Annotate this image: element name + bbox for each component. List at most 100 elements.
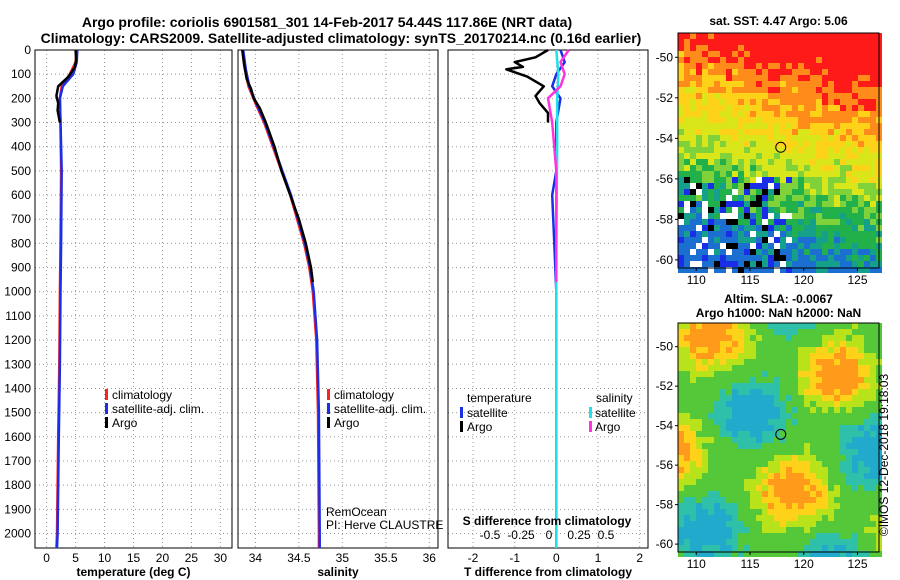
map-cell <box>702 207 708 213</box>
legend-swatch <box>105 389 108 400</box>
map-cell <box>774 377 780 383</box>
map-cell <box>798 189 804 195</box>
map-cell <box>756 431 762 437</box>
map-cell <box>864 159 870 165</box>
map-cell <box>750 165 756 171</box>
map-cell <box>846 413 852 419</box>
map-cell <box>840 401 846 407</box>
map-cell <box>846 323 852 329</box>
map-cell <box>690 329 696 335</box>
map-cell <box>750 545 756 551</box>
map-cell <box>708 539 714 545</box>
map-cell <box>720 473 726 479</box>
map-cell <box>732 153 738 159</box>
map-cell <box>684 81 690 87</box>
map-cell <box>768 323 774 329</box>
map-cell <box>768 329 774 335</box>
map-cell <box>834 455 840 461</box>
map-cell <box>780 425 786 431</box>
map-cell <box>714 521 720 527</box>
map-cell <box>738 443 744 449</box>
map-cell <box>708 219 714 225</box>
map-cell <box>834 419 840 425</box>
map-cell <box>810 461 816 467</box>
map-cell <box>774 359 780 365</box>
map-cell <box>732 207 738 213</box>
map-cell <box>792 129 798 135</box>
map-cell <box>684 255 690 261</box>
map-cell <box>738 63 744 69</box>
map-cell <box>750 123 756 129</box>
map-cell <box>858 117 864 123</box>
map-cell <box>870 545 876 551</box>
map-cell <box>756 461 762 467</box>
map-cell <box>732 377 738 383</box>
map-cell <box>774 39 780 45</box>
map-cell <box>750 147 756 153</box>
map-cell <box>690 371 696 377</box>
map-cell <box>870 213 876 219</box>
map-cell <box>792 389 798 395</box>
map-cell <box>846 485 852 491</box>
map-cell <box>846 383 852 389</box>
map-cell <box>726 407 732 413</box>
map-cell <box>696 515 702 521</box>
map-cell <box>858 177 864 183</box>
map-cell <box>684 105 690 111</box>
map-cell <box>816 165 822 171</box>
map-cell <box>738 335 744 341</box>
top-x-tick-label: -0.5 <box>480 528 501 542</box>
map-cell <box>726 353 732 359</box>
map-cell <box>834 353 840 359</box>
map-cell <box>798 455 804 461</box>
map-cell <box>774 165 780 171</box>
map-cell <box>684 219 690 225</box>
map-cell <box>804 431 810 437</box>
map-cell <box>804 99 810 105</box>
map-cell <box>762 57 768 63</box>
lon-tick-label: 125 <box>847 557 867 571</box>
map-cell <box>786 153 792 159</box>
map-cell <box>792 485 798 491</box>
map-cell <box>816 255 822 261</box>
map-cell <box>720 141 726 147</box>
map-cell <box>858 237 864 243</box>
map-cell <box>696 69 702 75</box>
map-cell <box>858 183 864 189</box>
map-cell <box>744 521 750 527</box>
map-cell <box>852 57 858 63</box>
map-cell <box>690 243 696 249</box>
map-cell <box>678 261 684 267</box>
map-cell <box>780 153 786 159</box>
map-cell <box>786 105 792 111</box>
map-cell <box>816 323 822 329</box>
map-cell <box>762 371 768 377</box>
map-cell <box>726 261 732 267</box>
map-cell <box>798 153 804 159</box>
map-cell <box>684 455 690 461</box>
map-cell <box>780 479 786 485</box>
map-cell <box>684 335 690 341</box>
map-cell <box>756 57 762 63</box>
map-cell <box>786 81 792 87</box>
map-cell <box>726 183 732 189</box>
series-line <box>241 49 315 283</box>
map-cell <box>726 491 732 497</box>
map-cell <box>858 201 864 207</box>
map-cell <box>762 171 768 177</box>
map-cell <box>714 99 720 105</box>
map-cell <box>750 135 756 141</box>
map-cell <box>780 129 786 135</box>
map-cell <box>762 437 768 443</box>
map-cell <box>816 425 822 431</box>
map-cell <box>774 219 780 225</box>
map-cell <box>870 515 876 521</box>
map-cell <box>726 165 732 171</box>
map-cell <box>708 347 714 353</box>
map-cell <box>678 479 684 485</box>
map-cell <box>798 219 804 225</box>
lat-tick-label: -50 <box>656 340 674 354</box>
map-cell <box>750 213 756 219</box>
map-cell <box>870 359 876 365</box>
map-cell <box>702 437 708 443</box>
